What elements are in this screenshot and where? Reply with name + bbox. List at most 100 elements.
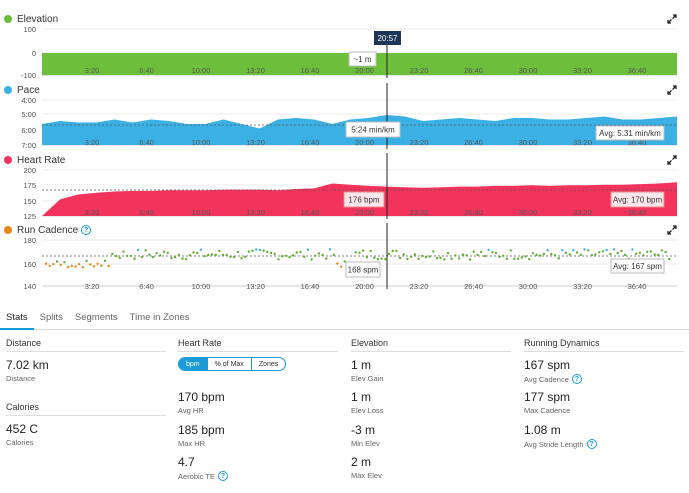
heart-rate-title: Heart Rate <box>4 153 65 167</box>
cadence-point <box>446 251 450 255</box>
cadence-point <box>114 254 118 258</box>
cadence-point <box>44 262 48 265</box>
cadence-point <box>232 255 236 259</box>
pace-chart[interactable]: 4:00 5:00 6:00 7:00 3:20 6:40 10:00 13:20 16… <box>0 83 689 153</box>
cadence-point <box>207 253 210 257</box>
avg-cadence-label-row: Avg Cadence ? <box>524 374 582 384</box>
min-elev-label: Min Elev <box>351 439 380 448</box>
y-tick: 160 <box>23 260 36 269</box>
cadence-point <box>579 253 582 256</box>
max-elev-stat: 2 m Max Elev <box>351 455 382 480</box>
heart-rate-x-tick: 36:40 <box>628 208 647 217</box>
cadence-point <box>303 255 306 258</box>
stride-length-label-row: Avg Stride Length ? <box>524 439 597 449</box>
elev-gain-label: Elev Gain <box>351 374 384 383</box>
cadence-point <box>358 251 361 254</box>
cadence-point <box>668 257 671 261</box>
heart-rate-title-label: Heart Rate <box>17 154 66 166</box>
pace-x-tick: 23:20 <box>410 138 429 147</box>
cadence-point <box>553 254 557 257</box>
calories-label: Calories <box>6 438 34 447</box>
cadence-point <box>435 256 439 260</box>
help-icon[interactable]: ? <box>586 439 597 449</box>
expand-icon[interactable] <box>667 14 677 24</box>
cadence-point <box>373 256 376 259</box>
heart-rate-x-tick: 20:00 <box>355 208 374 217</box>
cadence-point <box>78 263 81 266</box>
cadence-point <box>225 253 228 257</box>
stride-length-label: Avg Stride Length <box>524 439 584 449</box>
cadence-point <box>218 249 221 253</box>
cadence-point <box>284 254 287 257</box>
tab-bar: Stats Splits Segments Time in Zones <box>0 306 689 330</box>
pace-title: Pace <box>4 83 40 97</box>
elevation-title-label: Elevation <box>17 13 59 25</box>
avg-hr-value: 170 bpm <box>178 390 225 404</box>
cadence-x-tick: 33:20 <box>573 282 592 291</box>
elevation-x-tick: 3:20 <box>85 66 100 75</box>
heart-rate-avg-box <box>610 191 665 208</box>
cadence-point <box>111 252 114 256</box>
cadence-title: Run Cadence ? <box>4 223 92 237</box>
cadence-point <box>516 257 520 260</box>
cadence-point <box>236 250 239 254</box>
cadence-point <box>148 253 151 256</box>
cadence-point <box>321 253 324 257</box>
heart-rate-chart[interactable]: 200 175 150 125 3:20 6:40 10:00 13:20 16:40 2… <box>0 153 689 223</box>
expand-icon[interactable] <box>667 155 677 165</box>
help-icon[interactable]: ? <box>217 471 228 481</box>
avg-cadence-label: Avg Cadence <box>524 374 569 384</box>
cadence-point <box>196 251 199 255</box>
cadence-point <box>166 251 169 254</box>
heart-rate-x-tick: 26:40 <box>464 208 483 217</box>
cadence-point <box>162 250 166 253</box>
elevation-chart[interactable]: 100 0 -100 3:20 6:40 10:00 13:20 16:40 20:00 2… <box>0 12 689 82</box>
toggle-bpm[interactable]: bpm <box>179 358 208 370</box>
tab-splits[interactable]: Splits <box>39 312 63 323</box>
cadence-point <box>535 253 538 257</box>
cadence-point <box>487 248 490 252</box>
cadence-point <box>380 257 383 260</box>
aerobic-te-label: Aerobic TE <box>178 471 215 481</box>
cadence-point <box>199 248 203 251</box>
y-tick: 140 <box>23 282 36 291</box>
cadence-point <box>550 252 553 256</box>
cadence-point <box>387 252 391 256</box>
cadence-point <box>255 248 258 251</box>
pace-x-tick: 3:20 <box>85 138 100 147</box>
help-icon[interactable]: ? <box>571 374 582 384</box>
cadence-point <box>620 249 623 253</box>
y-tick: 180 <box>23 236 36 245</box>
cadence-x-tick: 6:40 <box>139 282 154 291</box>
cadence-point <box>457 257 461 260</box>
cadence-point <box>55 260 59 263</box>
expand-icon[interactable] <box>667 225 677 235</box>
y-tick: 100 <box>23 25 36 34</box>
cadence-point <box>336 262 339 265</box>
cadence-point <box>520 256 523 259</box>
cadence-point <box>74 265 77 268</box>
cadence-point <box>432 250 435 253</box>
cadence-point <box>657 253 660 257</box>
tab-segments[interactable]: Segments <box>74 312 118 323</box>
cadence-point <box>332 253 335 256</box>
tab-stats[interactable]: Stats <box>0 306 34 330</box>
elevation-title: Elevation <box>4 12 58 26</box>
distance-label: Distance <box>6 374 36 383</box>
cadence-point <box>594 253 597 256</box>
stats-col-heart-rate: Heart Rate bpm % of Max Zones 170 bpm Av… <box>178 338 338 481</box>
cadence-point <box>409 255 413 258</box>
heart-rate-unit-toggle: bpm % of Max Zones <box>178 357 287 371</box>
cadence-point <box>583 248 586 251</box>
toggle-zones[interactable]: Zones <box>258 360 279 368</box>
elevation-x-tick: 36:40 <box>628 66 647 75</box>
elevation-x-tick: 6:40 <box>139 66 154 75</box>
cadence-point <box>137 248 140 252</box>
cadence-point <box>598 251 601 254</box>
cadence-chart[interactable]: 180 160 140 3:20 6:40 10:00 13:20 16:40 20:00… <box>0 223 689 295</box>
toggle-percent-max[interactable]: % of Max <box>208 358 252 370</box>
cadence-point <box>214 253 217 257</box>
expand-icon[interactable] <box>667 85 677 95</box>
tab-time-in-zones[interactable]: Time in Zones <box>129 312 190 323</box>
help-icon[interactable]: ? <box>81 225 92 235</box>
